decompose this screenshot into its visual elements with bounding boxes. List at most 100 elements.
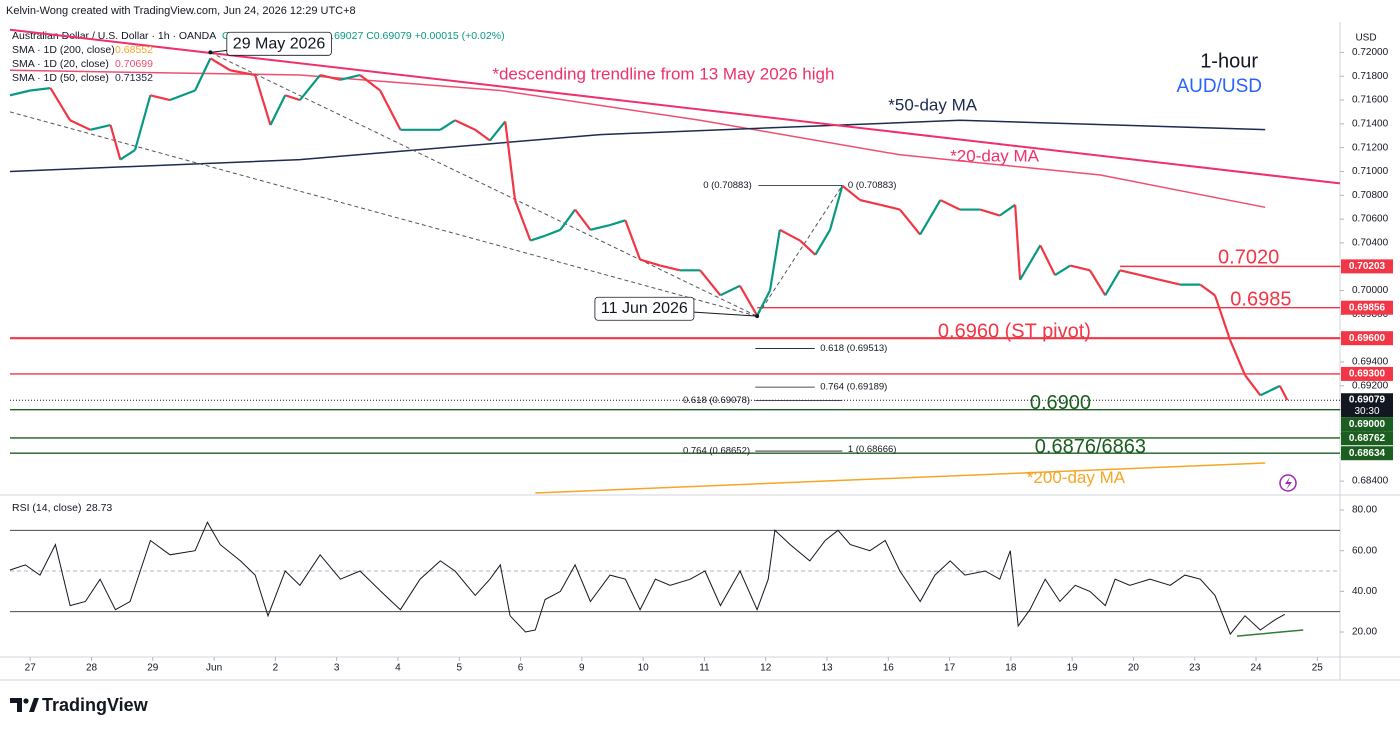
annotation: *50-day MA: [888, 95, 977, 114]
y-tick-label: 0.72000: [1352, 47, 1389, 58]
price-segment: [254, 74, 272, 126]
price-segment: [574, 208, 592, 231]
x-tick-label: 4: [395, 663, 401, 674]
y-tick-label: 0.71600: [1352, 95, 1389, 106]
y-tick-label: 0.71800: [1352, 71, 1389, 82]
annotation: 0.7020: [1218, 247, 1279, 269]
price-segment: [544, 228, 561, 237]
fib-label: 0.618 (0.69078): [683, 395, 750, 406]
price-segment: [829, 185, 844, 231]
symbol: Australian Dollar / U.S. Dollar · 1h · O…: [12, 30, 216, 42]
annotation: *descending trendline from 13 May 2026 h…: [492, 64, 834, 83]
y-tick-label: 0.69400: [1352, 357, 1389, 368]
tradingview-logo: [10, 698, 39, 712]
x-tick-label: 13: [821, 663, 833, 674]
price-segment: [590, 223, 611, 231]
callout-label: 11 Jun 2026: [601, 300, 688, 317]
price-segment: [880, 203, 901, 211]
price-segment: [1139, 274, 1161, 281]
x-tick-label: 2: [273, 663, 279, 674]
y-tick-label: 0.70400: [1352, 238, 1389, 249]
x-tick-label: 25: [1312, 663, 1324, 674]
price-segment: [489, 120, 507, 142]
price-segment: [841, 184, 861, 201]
x-tick-label: 17: [944, 663, 956, 674]
y-tick-label: 60.00: [1352, 545, 1377, 556]
price-segment: [624, 219, 642, 260]
alert-icon[interactable]: [1279, 474, 1297, 492]
price-segment: [30, 87, 51, 92]
level-label: 0.68762: [1349, 433, 1386, 444]
price-segment: [530, 234, 546, 242]
brand: TradingView: [42, 695, 149, 715]
price-segment: [1054, 264, 1071, 277]
legend-name: SMA · 1D (50, close): [12, 72, 109, 84]
price-segment: [150, 94, 171, 102]
price-segment: [1278, 385, 1289, 401]
price-segment: [919, 199, 942, 236]
x-tick-label: 28: [86, 663, 98, 674]
rsi-pane: [9, 521, 1340, 637]
x-tick-label: 27: [25, 663, 37, 674]
price-segment: [1213, 294, 1232, 341]
level-label: 0.68634: [1349, 448, 1386, 459]
price-change: +0.00015 (+0.02%): [415, 30, 505, 42]
callout-point: [755, 314, 760, 319]
price-segment: [1199, 283, 1216, 297]
price-segment: [999, 203, 1016, 217]
x-tick-label: 6: [518, 663, 524, 674]
price-segment: [340, 73, 361, 81]
price-pane: 0 (0.70883) 0 (0.70883) 0.618 (0.69513) 0.7…: [9, 28, 1340, 494]
attribution: Kelvin-Wong created with TradingView.com…: [6, 5, 356, 17]
x-tick-label: 9: [579, 663, 585, 674]
price-segment: [474, 128, 491, 142]
legend-value: 0.70699: [115, 58, 153, 70]
price-segment: [719, 284, 741, 297]
x-tick-label: 16: [883, 663, 895, 674]
moving-average: [9, 119, 1266, 173]
price-segment: [1244, 374, 1262, 397]
x-tick-label: 18: [1005, 663, 1017, 674]
rsi-trendline: [1236, 629, 1304, 637]
callout: 11 Jun 2026: [594, 296, 760, 321]
last-price-label: 0.69079: [1349, 394, 1386, 405]
price-segment: [1229, 340, 1247, 376]
callout-box: [594, 296, 695, 321]
level-label: 0.69856: [1349, 302, 1386, 313]
price-segment: [359, 74, 381, 92]
rsi-title: RSI (14, close): [12, 502, 81, 514]
price-segment: [899, 208, 922, 236]
price-segment: [814, 229, 832, 256]
price-segment: [1070, 264, 1091, 272]
price-segment: [319, 73, 341, 81]
level-label: 0.69300: [1349, 369, 1386, 380]
level-badge: [1341, 417, 1393, 432]
y-tick-label: 0.71200: [1352, 142, 1389, 153]
price-segment: [229, 69, 256, 77]
chart-title: 1-hour: [1200, 50, 1258, 72]
y-tick-label: 80.00: [1352, 505, 1377, 516]
price-segment: [1269, 384, 1281, 392]
level-label: 0.69000: [1349, 419, 1386, 430]
y-tick-label: 20.00: [1352, 627, 1377, 638]
level-badge: [1341, 259, 1393, 274]
price-segment: [90, 123, 111, 131]
y-tick-label: 0.68400: [1352, 476, 1389, 487]
currency: USD: [1355, 33, 1376, 44]
callout-box: [226, 31, 332, 56]
moving-average: [9, 69, 1266, 209]
price-segment: [939, 199, 961, 211]
x-tick-label: 20: [1128, 663, 1140, 674]
price-segment: [169, 89, 196, 102]
y-tick-label: 0.70800: [1352, 190, 1389, 201]
legend-name: SMA · 1D (200, close): [12, 44, 115, 56]
rsi-value: 28.73: [86, 502, 112, 514]
level-label: 0.70203: [1349, 261, 1386, 272]
price-segment: [1119, 269, 1141, 277]
last-price-badge: [1341, 393, 1393, 418]
price-segment: [660, 264, 681, 272]
fib-label: 0.764 (0.68652): [683, 446, 750, 457]
price-segment: [609, 219, 626, 227]
price-segment: [514, 199, 532, 241]
chart-subtitle: AUD/USD: [1176, 76, 1262, 97]
